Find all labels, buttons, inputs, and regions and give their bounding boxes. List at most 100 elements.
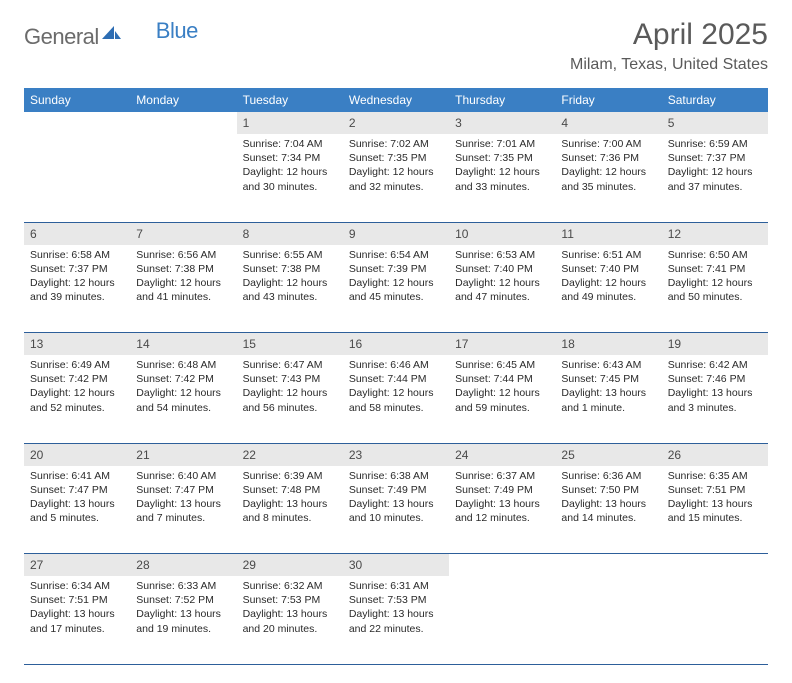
day-cell: Sunrise: 7:02 AMSunset: 7:35 PMDaylight:… — [343, 134, 449, 222]
sunrise-text: Sunrise: 6:32 AM — [243, 579, 337, 593]
day-cell-body: Sunrise: 6:58 AMSunset: 7:37 PMDaylight:… — [24, 245, 130, 311]
sunrise-text: Sunrise: 7:00 AM — [561, 137, 655, 151]
weekday-header-row: SundayMondayTuesdayWednesdayThursdayFrid… — [24, 88, 768, 112]
sunrise-text: Sunrise: 6:43 AM — [561, 358, 655, 372]
day-content-row: Sunrise: 6:49 AMSunset: 7:42 PMDaylight:… — [24, 355, 768, 443]
day-cell: Sunrise: 6:37 AMSunset: 7:49 PMDaylight:… — [449, 466, 555, 554]
day-number: 14 — [136, 337, 149, 351]
day-cell: Sunrise: 6:45 AMSunset: 7:44 PMDaylight:… — [449, 355, 555, 443]
day-number-cell: 28 — [130, 554, 236, 577]
daylight-text: Daylight: 12 hours and 39 minutes. — [30, 276, 124, 304]
day-cell-body: Sunrise: 6:49 AMSunset: 7:42 PMDaylight:… — [24, 355, 130, 421]
day-cell-body — [662, 576, 768, 585]
sunset-text: Sunset: 7:44 PM — [349, 372, 443, 386]
day-number-cell: 10 — [449, 222, 555, 245]
logo-text-general: General — [24, 24, 99, 50]
day-cell-body: Sunrise: 6:31 AMSunset: 7:53 PMDaylight:… — [343, 576, 449, 642]
daylight-text: Daylight: 12 hours and 33 minutes. — [455, 165, 549, 193]
sunset-text: Sunset: 7:53 PM — [349, 593, 443, 607]
day-number: 20 — [30, 448, 43, 462]
day-number: 8 — [243, 227, 250, 241]
daylight-text: Daylight: 12 hours and 35 minutes. — [561, 165, 655, 193]
weekday-header: Tuesday — [237, 88, 343, 112]
day-number-cell: 21 — [130, 443, 236, 466]
sunrise-text: Sunrise: 7:04 AM — [243, 137, 337, 151]
day-cell: Sunrise: 6:56 AMSunset: 7:38 PMDaylight:… — [130, 245, 236, 333]
sunset-text: Sunset: 7:50 PM — [561, 483, 655, 497]
daylight-text: Daylight: 13 hours and 3 minutes. — [668, 386, 762, 414]
day-cell-body: Sunrise: 6:55 AMSunset: 7:38 PMDaylight:… — [237, 245, 343, 311]
day-cell-body: Sunrise: 6:36 AMSunset: 7:50 PMDaylight:… — [555, 466, 661, 532]
daylight-text: Daylight: 12 hours and 37 minutes. — [668, 165, 762, 193]
sunrise-text: Sunrise: 6:59 AM — [668, 137, 762, 151]
daylight-text: Daylight: 13 hours and 15 minutes. — [668, 497, 762, 525]
day-cell-body: Sunrise: 6:40 AMSunset: 7:47 PMDaylight:… — [130, 466, 236, 532]
daylight-text: Daylight: 12 hours and 41 minutes. — [136, 276, 230, 304]
sunset-text: Sunset: 7:42 PM — [30, 372, 124, 386]
day-number: 29 — [243, 558, 256, 572]
day-number: 3 — [455, 116, 462, 130]
daylight-text: Daylight: 13 hours and 5 minutes. — [30, 497, 124, 525]
day-number-cell: 6 — [24, 222, 130, 245]
day-cell-body — [24, 134, 130, 143]
day-cell: Sunrise: 6:58 AMSunset: 7:37 PMDaylight:… — [24, 245, 130, 333]
day-number: 1 — [243, 116, 250, 130]
logo-text-blue: Blue — [156, 18, 198, 44]
day-cell-body: Sunrise: 6:37 AMSunset: 7:49 PMDaylight:… — [449, 466, 555, 532]
sunset-text: Sunset: 7:35 PM — [455, 151, 549, 165]
day-number-row: 20212223242526 — [24, 443, 768, 466]
sunset-text: Sunset: 7:48 PM — [243, 483, 337, 497]
sunrise-text: Sunrise: 6:41 AM — [30, 469, 124, 483]
sunrise-text: Sunrise: 6:39 AM — [243, 469, 337, 483]
day-number-cell: 17 — [449, 333, 555, 356]
day-content-row: Sunrise: 6:34 AMSunset: 7:51 PMDaylight:… — [24, 576, 768, 664]
day-cell — [130, 134, 236, 222]
day-cell: Sunrise: 6:41 AMSunset: 7:47 PMDaylight:… — [24, 466, 130, 554]
day-number-cell — [130, 112, 236, 134]
sunrise-text: Sunrise: 6:37 AM — [455, 469, 549, 483]
day-number: 12 — [668, 227, 681, 241]
calendar-page: General Blue April 2025 Milam, Texas, Un… — [0, 0, 792, 683]
day-cell-body: Sunrise: 6:59 AMSunset: 7:37 PMDaylight:… — [662, 134, 768, 200]
day-number: 19 — [668, 337, 681, 351]
day-number-cell: 25 — [555, 443, 661, 466]
day-cell: Sunrise: 6:59 AMSunset: 7:37 PMDaylight:… — [662, 134, 768, 222]
day-number: 24 — [455, 448, 468, 462]
daylight-text: Daylight: 12 hours and 30 minutes. — [243, 165, 337, 193]
daylight-text: Daylight: 12 hours and 54 minutes. — [136, 386, 230, 414]
day-number-cell — [555, 554, 661, 577]
weekday-header: Friday — [555, 88, 661, 112]
day-cell-body: Sunrise: 6:51 AMSunset: 7:40 PMDaylight:… — [555, 245, 661, 311]
day-cell-body: Sunrise: 7:02 AMSunset: 7:35 PMDaylight:… — [343, 134, 449, 200]
day-number-cell: 12 — [662, 222, 768, 245]
day-number-cell: 26 — [662, 443, 768, 466]
day-number: 2 — [349, 116, 356, 130]
sunset-text: Sunset: 7:35 PM — [349, 151, 443, 165]
sunset-text: Sunset: 7:49 PM — [349, 483, 443, 497]
day-cell: Sunrise: 6:36 AMSunset: 7:50 PMDaylight:… — [555, 466, 661, 554]
day-cell-body: Sunrise: 6:38 AMSunset: 7:49 PMDaylight:… — [343, 466, 449, 532]
sunset-text: Sunset: 7:36 PM — [561, 151, 655, 165]
sunrise-text: Sunrise: 6:47 AM — [243, 358, 337, 372]
day-cell: Sunrise: 6:40 AMSunset: 7:47 PMDaylight:… — [130, 466, 236, 554]
title-block: April 2025 Milam, Texas, United States — [570, 18, 768, 74]
day-number-row: 67 8 91011 12 — [24, 222, 768, 245]
sunrise-text: Sunrise: 6:36 AM — [561, 469, 655, 483]
day-number: 7 — [136, 227, 143, 241]
sunset-text: Sunset: 7:38 PM — [136, 262, 230, 276]
sunrise-text: Sunrise: 7:02 AM — [349, 137, 443, 151]
day-number-cell: 11 — [555, 222, 661, 245]
daylight-text: Daylight: 12 hours and 56 minutes. — [243, 386, 337, 414]
day-number-cell — [662, 554, 768, 577]
day-number-cell: 13 — [24, 333, 130, 356]
weekday-header: Saturday — [662, 88, 768, 112]
day-cell — [555, 576, 661, 664]
day-cell — [662, 576, 768, 664]
sunrise-text: Sunrise: 6:48 AM — [136, 358, 230, 372]
daylight-text: Daylight: 13 hours and 12 minutes. — [455, 497, 549, 525]
day-number-cell: 9 — [343, 222, 449, 245]
day-number-cell: 22 — [237, 443, 343, 466]
daylight-text: Daylight: 12 hours and 49 minutes. — [561, 276, 655, 304]
daylight-text: Daylight: 12 hours and 52 minutes. — [30, 386, 124, 414]
daylight-text: Daylight: 13 hours and 8 minutes. — [243, 497, 337, 525]
